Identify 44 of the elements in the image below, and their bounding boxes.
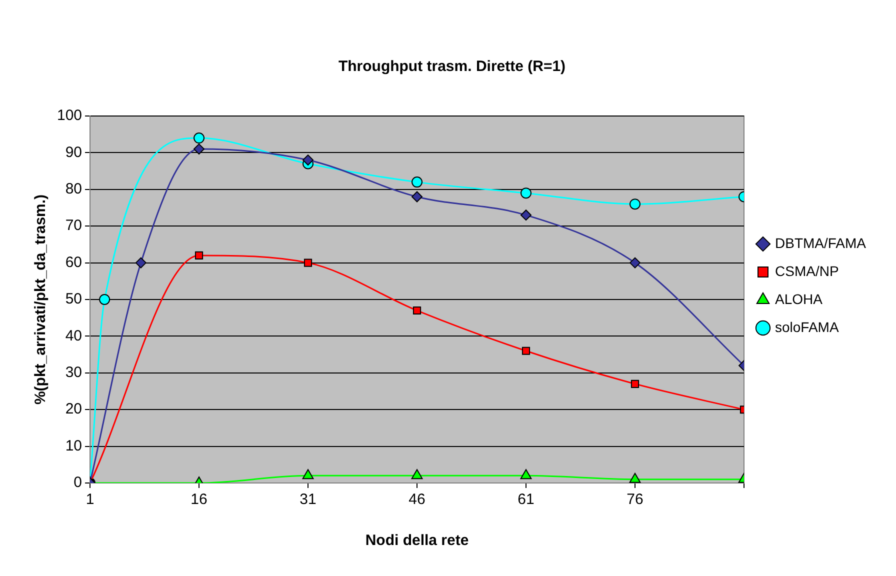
- x-tick-label: 76: [626, 491, 644, 508]
- y-tick-label: 80: [65, 180, 82, 198]
- x-tick-label: 31: [300, 491, 316, 508]
- point: [630, 257, 640, 268]
- chart-title: Throughput trasm. Dirette (R=1): [338, 58, 566, 76]
- point: [302, 154, 314, 166]
- legend-label: DBTMA/FAMA: [774, 234, 867, 251]
- point: [520, 188, 532, 199]
- y-tick-label: 20: [65, 400, 82, 418]
- point: [412, 306, 422, 315]
- x-tick-label: 46: [408, 491, 426, 508]
- x-tick-label: 1: [86, 491, 94, 508]
- y-tick-label: 100: [56, 107, 82, 124]
- point: [135, 257, 146, 268]
- y-tick-label: 40: [65, 327, 82, 344]
- point: [412, 176, 423, 188]
- y-tick-label: 50: [65, 290, 82, 308]
- y-tick-label: 0: [74, 474, 82, 492]
- point: [194, 132, 205, 144]
- y-axis-title: %(pkt_arrivati/pkt_da_trasm.): [32, 194, 50, 405]
- y-tick-label: 30: [65, 364, 82, 382]
- legend-label: soloFAMA: [774, 318, 840, 335]
- point: [194, 144, 205, 155]
- point: [520, 469, 532, 480]
- legend-label: CSMA/NP: [774, 262, 839, 279]
- y-tick-label: 60: [65, 254, 82, 271]
- y-tick-label: 10: [65, 437, 82, 454]
- legend-label: ALOHA: [774, 290, 824, 307]
- point: [99, 294, 110, 305]
- point: [411, 469, 423, 480]
- point: [194, 251, 204, 260]
- point: [304, 258, 312, 267]
- point: [302, 469, 314, 480]
- y-tick-label: 70: [65, 217, 82, 234]
- point: [629, 472, 641, 483]
- x-tick-label: 16: [190, 491, 208, 508]
- point: [630, 380, 640, 388]
- x-axis-title: Nodi della rete: [365, 532, 469, 550]
- point: [412, 191, 423, 202]
- x-tick-label: 61: [518, 491, 534, 508]
- point: [630, 198, 640, 210]
- point: [520, 210, 532, 221]
- y-tick-label: 90: [65, 144, 82, 161]
- point: [522, 346, 530, 355]
